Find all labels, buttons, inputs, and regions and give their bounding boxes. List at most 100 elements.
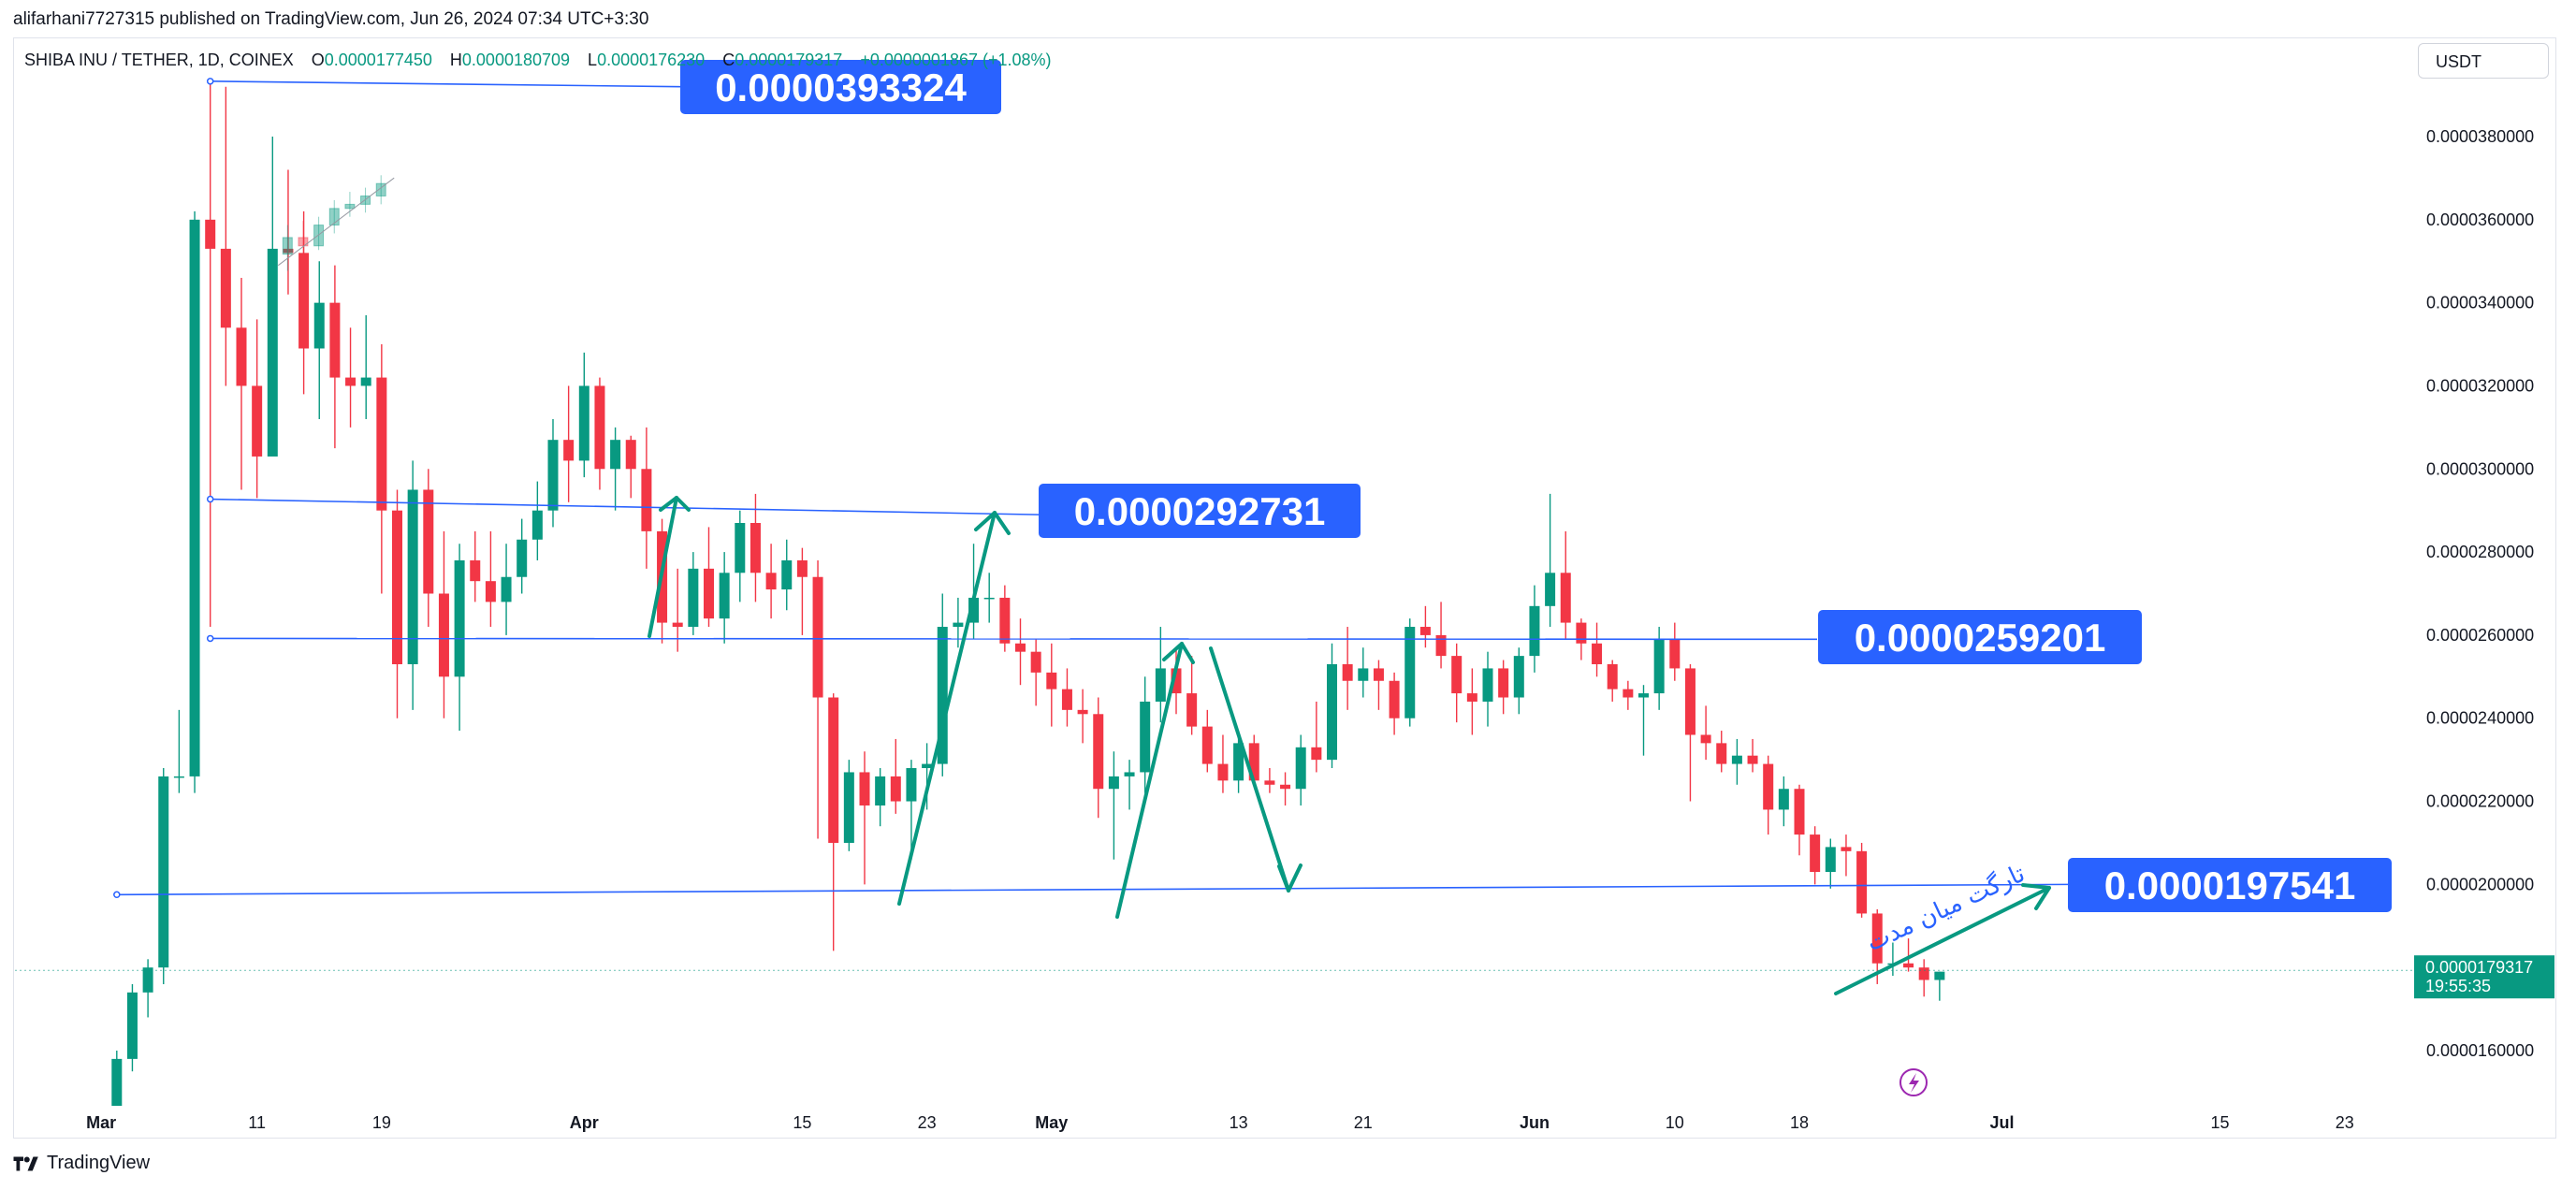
candle-body xyxy=(1077,709,1088,715)
price-callout-box[interactable] xyxy=(680,60,1001,114)
candle-body xyxy=(189,219,200,776)
candle-body xyxy=(688,568,699,628)
candle-body xyxy=(750,523,761,573)
candle-body xyxy=(283,248,294,254)
y-tick-label: 0.0000220000 xyxy=(2426,792,2534,811)
price-callout-box[interactable] xyxy=(1818,610,2142,664)
small-up-arrow-shaft xyxy=(648,496,678,638)
candle-body xyxy=(1778,789,1789,810)
footer-brand[interactable]: TradingView xyxy=(13,1153,150,1174)
target-arrow-shaft xyxy=(1834,886,2051,995)
high-label: H xyxy=(449,51,462,69)
currency-selector[interactable]: USDT xyxy=(2418,43,2549,79)
chart-frame xyxy=(13,37,2556,1139)
candle-body xyxy=(765,573,777,590)
candle-body xyxy=(1419,627,1431,635)
symbol-legend: SHIBA INU / TETHER, 1D, COINEX O0.000017… xyxy=(24,51,1065,70)
current-price-tag xyxy=(2414,955,2554,999)
up-arrow-shaft xyxy=(897,511,997,906)
candle-body xyxy=(220,248,231,328)
candle-body xyxy=(843,772,854,843)
tradingview-logo-icon xyxy=(13,1156,38,1170)
candle-body xyxy=(423,489,434,594)
level-line xyxy=(116,883,2069,896)
candle-body xyxy=(1747,755,1758,764)
candle-body xyxy=(1918,967,1929,980)
candle-body xyxy=(890,776,901,802)
y-tick-label: 0.0000380000 xyxy=(2426,127,2534,146)
y-tick-label: 0.0000240000 xyxy=(2426,709,2534,728)
target-arrow-head xyxy=(2021,883,2051,910)
x-tick-label: Apr xyxy=(570,1113,599,1132)
candle-body xyxy=(1592,643,1603,664)
price-callout-label: 0.0000292731 xyxy=(1074,489,1326,533)
close-value: 0.0000179317 xyxy=(735,51,843,69)
candle-body xyxy=(1529,605,1540,657)
candle-body xyxy=(1513,656,1524,698)
candle-body xyxy=(236,327,247,386)
y-tick-label: 0.0000300000 xyxy=(2426,459,2534,478)
candle-body xyxy=(1015,643,1026,652)
level-line xyxy=(210,80,682,88)
price-callout-label: 0.0000393324 xyxy=(715,65,967,109)
candle-body xyxy=(547,440,559,511)
candle-body xyxy=(1295,747,1306,790)
candle-body xyxy=(126,992,138,1059)
candle-body xyxy=(1108,776,1119,790)
candle-body xyxy=(859,772,870,805)
candle-body xyxy=(1466,693,1477,702)
candle-body xyxy=(594,385,605,470)
x-tick-label: 23 xyxy=(918,1113,937,1132)
candle-body xyxy=(1264,780,1275,785)
candle-body xyxy=(1871,913,1883,964)
candle-body xyxy=(1217,763,1229,781)
candle-body xyxy=(875,776,886,805)
candle-body xyxy=(1794,789,1805,835)
candle-body xyxy=(937,627,948,764)
up-arrow-head xyxy=(974,511,1011,535)
candle-body xyxy=(953,622,964,628)
symbol-name[interactable]: SHIBA INU / TETHER, 1D, COINEX xyxy=(24,51,294,69)
candle-body xyxy=(1280,784,1291,790)
candle-body xyxy=(501,576,512,602)
candle-body xyxy=(1638,693,1649,698)
projection-bar xyxy=(360,195,371,205)
x-tick-label: 19 xyxy=(372,1113,391,1132)
candle-body xyxy=(1030,651,1041,673)
candle-body xyxy=(205,219,216,249)
x-tick-label: May xyxy=(1035,1113,1068,1132)
candle-body xyxy=(1607,663,1618,689)
candle-body xyxy=(1810,834,1821,873)
candle-body xyxy=(1435,634,1447,657)
x-tick-label: 13 xyxy=(1230,1113,1248,1132)
projection-bar xyxy=(282,237,293,255)
y-tick-label: 0.0000280000 xyxy=(2426,543,2534,561)
high-value: 0.0000180709 xyxy=(461,51,571,69)
candle-body xyxy=(158,776,169,968)
low-value: 0.0000176230 xyxy=(597,51,706,69)
candle-body xyxy=(828,697,839,843)
candle-body xyxy=(1934,971,1945,980)
candle-body xyxy=(1825,847,1836,873)
projection-bar xyxy=(375,182,386,196)
candle-body xyxy=(252,385,263,457)
candle-body xyxy=(563,440,575,461)
candle-body xyxy=(704,568,714,619)
candle-body xyxy=(111,1058,123,1106)
projection-bar xyxy=(313,225,325,247)
price-callout-box[interactable] xyxy=(2068,858,2392,912)
candle-body xyxy=(610,440,621,470)
price-callout-box[interactable] xyxy=(1039,484,1361,538)
candle-body xyxy=(173,776,184,778)
candle-body xyxy=(812,576,823,698)
candle-body xyxy=(1233,743,1244,781)
change-value: +0.0000001867 (+1.08%) xyxy=(860,51,1052,69)
y-tick-label: 0.0000340000 xyxy=(2426,294,2534,312)
level-anchor-point xyxy=(113,891,121,899)
candle-body xyxy=(922,763,933,769)
candle-body xyxy=(470,559,481,582)
candle-body xyxy=(517,539,528,577)
open-value: 0.0000177450 xyxy=(324,51,432,69)
y-tick-label: 0.0000360000 xyxy=(2426,210,2534,229)
